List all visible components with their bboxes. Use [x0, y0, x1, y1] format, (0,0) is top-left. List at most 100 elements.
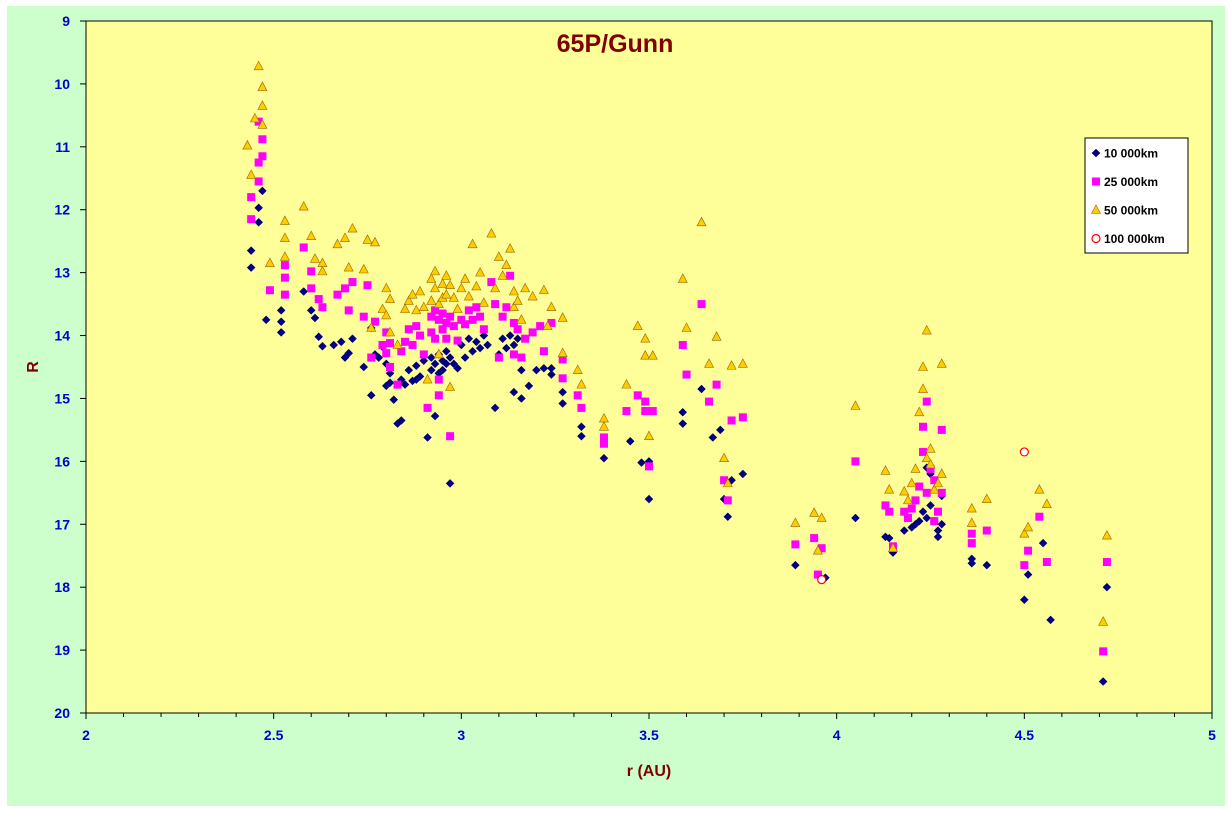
data-point: [547, 318, 556, 327]
data-point: [577, 403, 586, 412]
data-point: [254, 177, 263, 186]
data-point: [441, 289, 452, 299]
data-point: [1020, 561, 1029, 570]
data-point: [899, 485, 910, 496]
data-point: [925, 443, 936, 453]
data-point: [438, 365, 447, 375]
data-point: [299, 287, 309, 296]
data-point: [681, 322, 692, 332]
data-point: [347, 222, 358, 233]
data-points: [242, 60, 1112, 686]
data-point: [306, 306, 316, 315]
data-point: [404, 325, 413, 334]
data-point: [393, 380, 402, 389]
data-point: [917, 361, 928, 371]
data-point: [850, 400, 861, 410]
data-point: [910, 463, 921, 473]
data-point: [280, 261, 289, 270]
data-point: [377, 303, 388, 313]
y-tick-label: 11: [55, 139, 70, 155]
data-point: [242, 139, 253, 150]
data-point: [279, 215, 290, 225]
data-point: [463, 290, 474, 301]
data-point: [598, 421, 609, 431]
y-tick-label: 19: [54, 642, 70, 658]
data-point: [408, 340, 417, 349]
data-point: [460, 353, 470, 362]
data-point: [438, 309, 447, 318]
chart-area: 65P/Gunn r (AU) R 2 2.5 3 3.5 4 4.5 5 9 10 11 12 13…: [7, 6, 1225, 806]
data-point: [645, 462, 653, 471]
axes: 2 2.5 3 3.5 4 4.5 5 9 10 11 12 13 14 15 16 17 18 19 20: [54, 13, 1216, 743]
data-point: [254, 158, 263, 167]
data-point: [508, 285, 519, 296]
legend-label: 10 000km: [1104, 147, 1158, 161]
data-point: [298, 200, 309, 211]
data-point: [340, 284, 349, 293]
y-tick-label: 9: [62, 13, 70, 29]
data-point: [333, 290, 342, 299]
data-point: [922, 488, 931, 497]
data-point: [280, 290, 289, 299]
data-point: [453, 363, 462, 373]
data-point: [637, 458, 646, 467]
data-point: [445, 279, 456, 290]
data-point: [557, 312, 568, 322]
data-point: [900, 507, 909, 516]
data-point: [918, 422, 927, 431]
x-tick-label: 3.5: [639, 727, 659, 743]
data-point: [633, 391, 642, 400]
data-point: [915, 482, 924, 491]
data-point: [967, 539, 976, 548]
data-point: [966, 502, 977, 513]
data-point: [314, 332, 324, 342]
data-point: [641, 397, 650, 406]
data-point: [426, 295, 437, 305]
data-point: [261, 315, 271, 325]
data-point: [249, 112, 260, 123]
data-point: [738, 469, 748, 479]
data-point: [936, 468, 947, 478]
data-point: [502, 303, 511, 312]
data-point: [392, 339, 403, 349]
data-point: [708, 433, 718, 442]
x-tick-label: 3: [457, 727, 465, 743]
data-point: [407, 289, 418, 299]
data-point: [678, 407, 688, 417]
data-point: [887, 542, 898, 552]
data-point: [415, 285, 426, 296]
data-point: [445, 381, 456, 391]
data-point: [1042, 558, 1051, 567]
data-point: [265, 286, 274, 295]
data-point: [937, 425, 946, 434]
data-point: [411, 361, 421, 371]
data-point: [430, 265, 441, 276]
data-point: [472, 303, 481, 312]
data-point: [528, 328, 537, 337]
data-point: [246, 169, 257, 179]
x-tick-label: 4: [833, 727, 841, 743]
data-point: [907, 504, 916, 513]
data-point: [253, 60, 264, 71]
legend-marker: [1092, 177, 1100, 186]
data-point: [487, 278, 496, 287]
data-point: [644, 494, 654, 504]
y-axis-title: R: [25, 361, 42, 373]
data-point: [491, 300, 500, 309]
data-point: [812, 545, 823, 555]
data-point: [647, 350, 658, 360]
data-point: [1038, 538, 1048, 548]
data-point: [527, 290, 538, 301]
data-point: [411, 304, 422, 315]
data-point: [498, 334, 507, 344]
data-point: [502, 343, 511, 353]
legend-marker: [1091, 148, 1101, 158]
data-point: [722, 477, 733, 488]
data-point: [246, 263, 256, 272]
data-point: [539, 347, 548, 356]
legend-label: 50 000km: [1104, 204, 1158, 218]
x-tick-label: 4.5: [1015, 727, 1035, 743]
data-point: [558, 399, 568, 408]
x-tick-label: 2.5: [264, 727, 284, 743]
data-point: [446, 312, 455, 321]
